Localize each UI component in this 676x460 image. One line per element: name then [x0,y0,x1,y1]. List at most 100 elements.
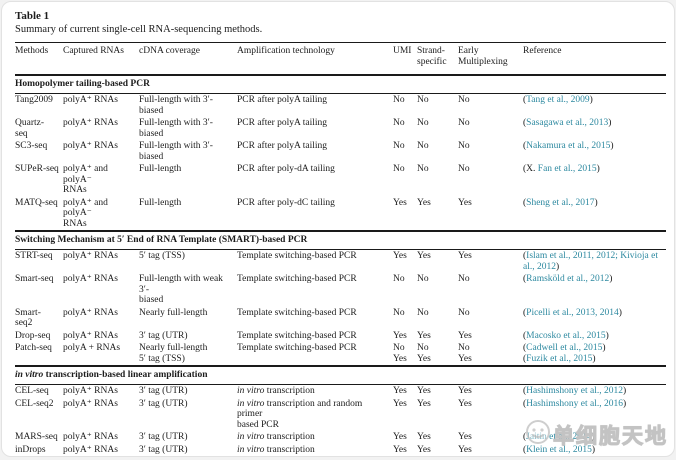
reference-link[interactable]: Hashimshony et al., 2016 [526,398,624,409]
reference-link[interactable]: Fan et al., 2015 [537,164,597,174]
summary-table: Methods Captured RNAs cDNA coverage Amplifi… [15,42,666,457]
cell-strand-specific: Yes [417,398,431,409]
cell-reference: (Hashimshony et al., 2016) [523,398,627,409]
cell-captured-rnas: polyA⁺ RNAs [63,141,118,151]
cell-early-multiplexing: Yes [458,251,472,261]
reference-link[interactable]: Picelli et al., 2013, 2014 [526,307,619,318]
cell-cdna-coverage: 5′ tag (TSS) [139,251,185,261]
cell-umi: Yes [393,197,407,208]
cell-amplification-technology: in vitro transcription and random primer… [237,398,363,430]
table-row: CEL-seq polyA⁺ RNAs 3′ tag (UTR) in vitro t… [15,385,666,398]
table-row: MARS-seq polyA⁺ RNAs 3′ tag (UTR) in vitro … [15,431,666,444]
reference-link[interactable]: Macosko et al., 2015 [526,330,606,341]
cell-cdna-coverage: 3′ tag (UTR) [139,330,188,341]
cell-early-multiplexing: Yes [458,444,472,455]
cell-reference: (Nakamura et al., 2015) [523,141,614,151]
cell-amplification-technology: PCR after poly-dA tailing [237,164,335,174]
cell-reference: (Tang et al., 2009) [523,95,593,105]
reference-link[interactable]: Sheng et al., 2017 [526,197,595,208]
cell-early-multiplexing: Yes [458,386,472,396]
table-body: Homopolymer tailing-based PCR Tang2009 pol… [15,74,666,457]
cell-cdna-coverage: Full-length [139,164,182,174]
column-header-1: Captured RNAs [63,42,139,76]
cell-reference: (Sasagawa et al., 2013) [523,118,612,128]
cell-cdna-coverage: Nearly full-length 5′ tag (TSS) [139,343,208,364]
section-header-row: in vitro transcription-based linear ampl… [15,365,666,385]
reference-link[interactable]: Islam et al., 2011, 2012; Kivioja et al.… [523,251,659,272]
cell-reference: (Hashimshony et al., 2012) [523,386,627,396]
cell-amplification-technology: Template switching-based PCR [237,307,357,318]
cell-methods: SUPeR-seq [15,164,59,174]
reference-link[interactable]: Sasagawa et al., 2013 [526,118,609,128]
cell-amplification-technology: PCR after polyA tailing [237,95,327,105]
cell-umi: Yes [393,398,407,409]
cell-umi: No [393,118,405,128]
cell-methods: inDrops [15,444,46,455]
cell-amplification-technology: Template switching-based PCR [237,343,357,353]
cell-amplification-technology: PCR after poly-dC tailing [237,197,335,208]
table-row: inDrops polyA⁺ RNAs 3′ tag (UTR) in vitro t… [15,444,666,457]
cell-early-multiplexing: Yes [458,398,472,409]
cell-early-multiplexing: Yes [458,197,472,208]
table-caption-description: Summary of current single-cell RNA-seque… [15,24,263,35]
cell-methods: Drop-seq [15,330,51,341]
cell-cdna-coverage: 3′ tag (UTR) [139,432,188,442]
reference-link[interactable]: Hashimshony et al., 2012 [526,386,624,396]
cell-methods: Smart-seq2 [15,307,41,329]
cell-umi: No [393,95,405,105]
cell-captured-rnas: polyA⁺ RNAs [63,251,118,261]
reference-link[interactable]: Cadwell et al., 2015 [526,343,603,353]
column-header-0: Methods [15,42,63,76]
cell-cdna-coverage: Full-length with weak 3′- biased [139,274,223,305]
column-header-7: Reference [523,42,666,76]
cell-methods: Tang2009 [15,95,53,105]
cell-cdna-coverage: Full-length with 3′- biased [139,141,213,162]
section-title: Switching Mechanism at 5′ End of RNA Tem… [15,230,666,250]
table-row: STRT-seq polyA⁺ RNAs 5′ tag (TSS) Template … [15,250,666,274]
header-row: Methods Captured RNAs cDNA coverage Amplifi… [15,42,666,76]
cell-captured-rnas: polyA⁺ RNAs [63,398,118,409]
cell-captured-rnas: polyA⁺ RNAs [63,307,118,318]
cell-captured-rnas: polyA⁺ and polyA⁻ RNAs [63,197,108,229]
cell-reference: (Sheng et al., 2017) [523,197,598,208]
cell-early-multiplexing: No [458,274,470,284]
cell-methods: MARS-seq [15,432,58,442]
cell-early-multiplexing: No [458,118,470,128]
cell-amplification-technology: PCR after polyA tailing [237,118,327,128]
cell-early-multiplexing: No [458,95,470,105]
cell-captured-rnas: polyA + RNAs [63,343,121,353]
reference-link[interactable]: Fuzik et al., 2015 [526,353,593,364]
cell-reference: (Ramsköld et al., 2012) [523,274,613,284]
cell-cdna-coverage: Nearly full-length [139,307,208,318]
cell-cdna-coverage: 3′ tag (UTR) [139,386,188,396]
table-row: Quartz-seq polyA⁺ RNAs Full-length with 3′… [15,117,666,140]
reference-link[interactable]: Jaitin et al., 2014 [526,432,592,442]
cell-strand-specific: Yes [417,444,431,455]
cell-reference: (Jaitin et al., 2014) [523,432,595,442]
cell-amplification-technology: Template switching-based PCR [237,330,357,341]
cell-captured-rnas: polyA⁺ and polyA⁻ RNAs [63,164,108,195]
column-header-6: Early Multiplexing [458,42,523,76]
column-header-4: UMI [393,42,417,76]
cell-strand-specific: No Yes [417,343,431,364]
table-row: Drop-seq polyA⁺ RNAs 3′ tag (UTR) Template … [15,330,666,343]
table-caption-label: Table 1 [15,10,50,22]
reference-link[interactable]: Nakamura et al., 2015 [526,141,611,151]
cell-reference: (X. Fan et al., 2015) [523,164,600,174]
cell-methods: Quartz-seq [15,118,45,139]
reference-link[interactable]: Tang et al., 2009 [526,95,590,105]
reference-link[interactable]: Klein et al., 2015 [526,444,592,455]
cell-strand-specific: No [417,141,429,151]
cell-captured-rnas: polyA⁺ RNAs [63,386,118,396]
table-row: Smart-seq polyA⁺ RNAs Full-length with wea… [15,273,666,307]
cell-umi: Yes [393,432,407,442]
cell-captured-rnas: polyA⁺ RNAs [63,330,118,341]
cell-strand-specific: Yes [417,251,431,261]
reference-link[interactable]: Ramsköld et al., 2012 [526,274,610,284]
cell-cdna-coverage: Full-length [139,197,182,208]
cell-early-multiplexing: Yes [458,330,472,341]
table-row: SUPeR-seq polyA⁺ and polyA⁻ RNAs Full-lengt… [15,163,666,197]
cell-umi: Yes [393,251,407,261]
cell-amplification-technology: in vitro transcription [237,386,315,396]
